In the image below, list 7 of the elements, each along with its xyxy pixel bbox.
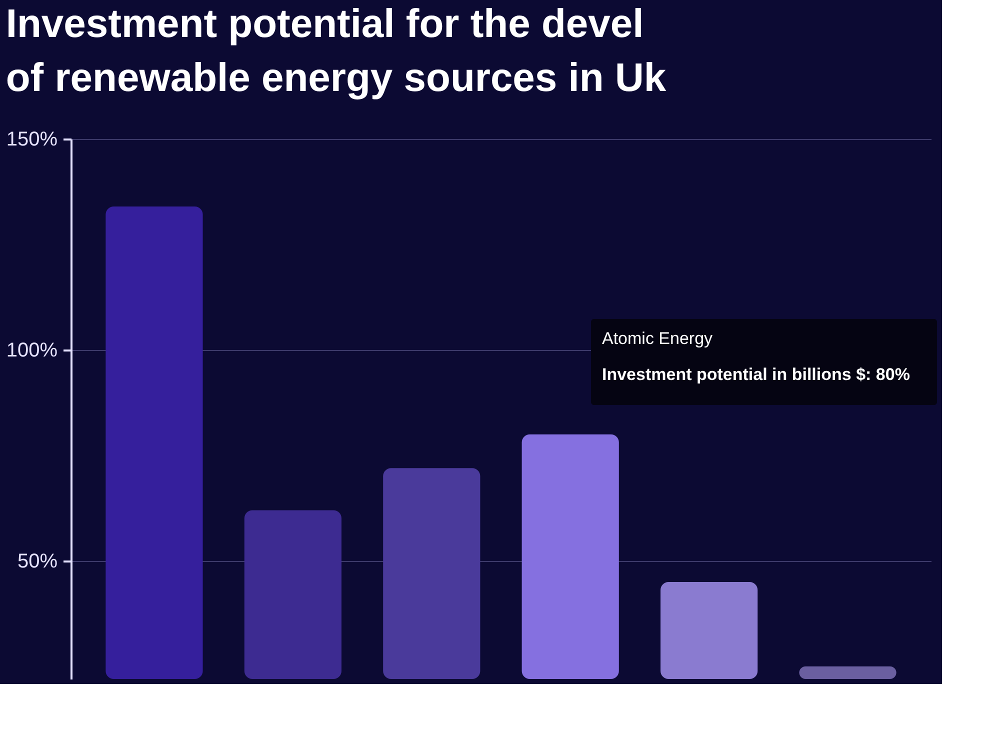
y-tick-label: 50% — [17, 550, 58, 572]
y-tick-label: 150% — [6, 128, 58, 150]
annotation: Investment potential in billions $: 80% — [602, 365, 910, 384]
y-tick-label: 100% — [6, 339, 58, 362]
text: of renewable energy sources in Uk — [6, 56, 666, 100]
text: Investment potential for the devel — [6, 2, 644, 46]
annotation: Atomic Energy — [602, 329, 714, 348]
